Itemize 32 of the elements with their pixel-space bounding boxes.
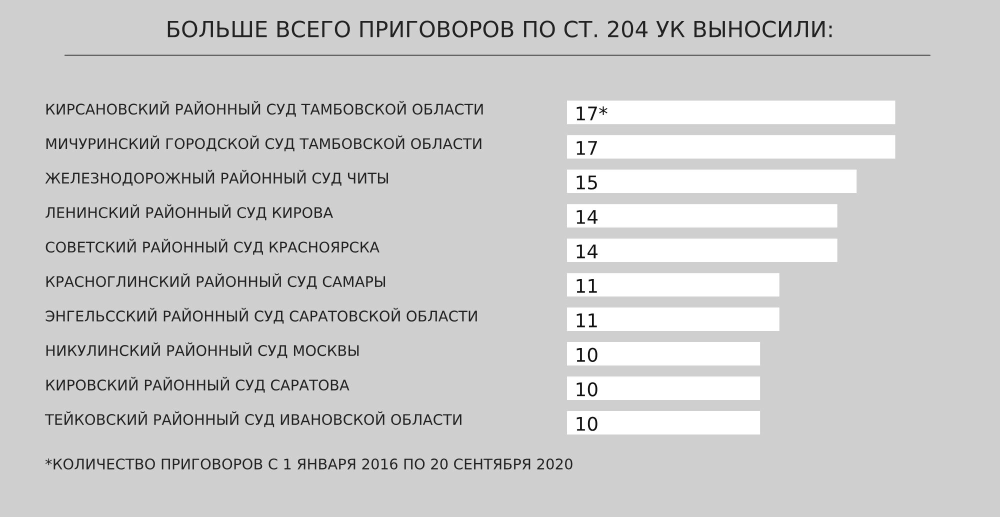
y-tick-label: ЭНГЕЛЬССКИЙ РАЙОННЫЙ СУД САРАТОВСКОЙ ОБЛАСТИ: [46, 308, 477, 324]
bar: [567, 100, 896, 124]
y-tick-label: ЖЕЛЕЗНОДОРОЖНЫЙ РАЙОННЫЙ СУД ЧИТЫ: [45, 170, 388, 186]
bar: [567, 204, 838, 228]
data-label: 14: [576, 210, 598, 224]
bar: [567, 342, 760, 366]
y-tick-label: ЛЕНИНСКИЙ РАЙОННЫЙ СУД КИРОВА: [46, 204, 334, 220]
data-label: 10: [576, 416, 598, 431]
bar: [567, 376, 760, 400]
y-tick-label: КИРОВСКИЙ РАЙОННЫЙ СУД САРАТОВА: [46, 376, 350, 393]
data-label: 10: [576, 382, 598, 396]
y-tick-label: КРАСНОГЛИНСКИЙ РАЙОННЫЙ СУД САМАРЫ: [46, 273, 386, 290]
y-tick-label: ТЕЙКОВСКИЙ РАЙОННЫЙ СУД ИВАНОВСКОЙ ОБЛАСТИ: [44, 411, 462, 428]
text: *КОЛИЧЕСТВО ПРИГОВОРОВ С 1 ЯНВАРЯ 2016 ПО 20 СЕНТЯБРЯ 2020: [45, 458, 572, 470]
data-label: 10: [576, 348, 598, 362]
data-label: 11: [576, 279, 597, 293]
bar: [567, 273, 780, 297]
data-label: 11: [576, 314, 597, 328]
bar: [567, 135, 896, 159]
y-tick-label: СОВЕТСКИЙ РАЙОННЫЙ СУД КРАСНОЯРСКА: [46, 238, 380, 255]
bar: [567, 308, 780, 331]
data-label: 17: [576, 141, 597, 155]
data-label: 17*: [576, 106, 608, 120]
bar: [567, 170, 857, 194]
data-label: 14: [576, 244, 598, 258]
data-label: 15: [576, 176, 597, 190]
y-tick-label: МИЧУРИНСКИЙ ГОРОДСКОЙ СУД ТАМБОВСКОЙ ОБЛАСТИ: [46, 135, 482, 152]
y-tick-label: НИКУЛИНСКИЙ РАЙОННЫЙ СУД МОСКВЫ: [46, 342, 359, 358]
bar: [567, 411, 760, 434]
y-tick-label: КИРСАНОВСКИЙ РАЙОННЫЙ СУД ТАМБОВСКОЙ ОБЛАСТИ: [46, 100, 483, 117]
bar: [567, 238, 838, 262]
chart-title: БОЛЬШЕ ВСЕГО ПРИГОВОРОВ ПО СТ. 204 УК ВЫНОСИЛИ:: [168, 20, 832, 38]
